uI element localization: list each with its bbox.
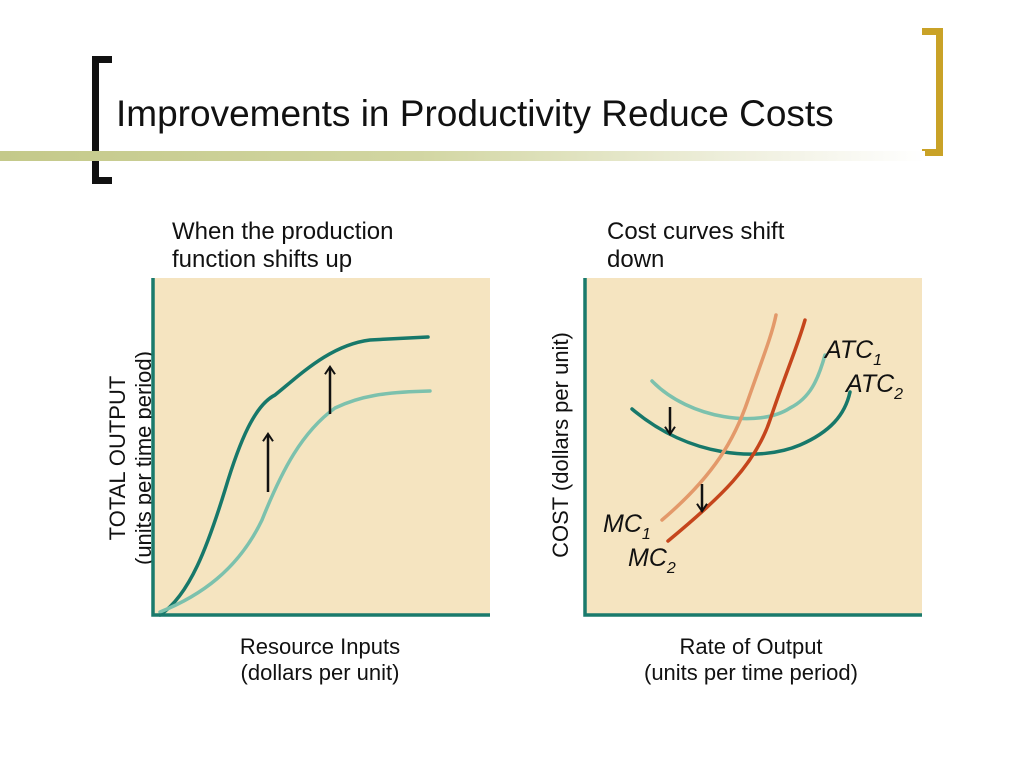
left-x-axis-line1: Resource Inputs xyxy=(239,634,401,659)
production-curve-original xyxy=(158,389,432,614)
right-x-axis-line1: Rate of Output xyxy=(679,634,823,659)
left-axes xyxy=(151,278,490,617)
right-bracket-decoration xyxy=(922,28,943,156)
left-heading-line2: function shifts up xyxy=(172,246,353,273)
atc2-curve xyxy=(630,390,852,456)
right-axes xyxy=(583,278,922,617)
right-plot-area xyxy=(585,278,922,615)
right-x-axis-line2: (units per time period) xyxy=(644,660,858,685)
atc1-label: ATC1 xyxy=(823,336,882,369)
left-x-axis-title: Resource Inputs (dollars per unit) xyxy=(170,634,470,686)
left-x-axis-line2: (dollars per unit) xyxy=(240,660,400,685)
production-curve-shifted-up xyxy=(158,335,430,617)
right-x-axis-title: Rate of Output (units per time period) xyxy=(601,634,901,686)
mc2-label: MC2 xyxy=(628,544,676,577)
mc1-label: MC1 xyxy=(603,510,651,543)
left-bracket-decoration xyxy=(92,56,112,184)
left-plot-area xyxy=(153,278,490,615)
right-panel-heading: Cost curves shift down xyxy=(607,218,784,274)
atc1-curve xyxy=(650,353,827,421)
left-panel-heading: When the production function shifts up xyxy=(172,218,393,274)
right-heading-line2: down xyxy=(607,246,665,273)
slide-title: Improvements in Productivity Reduce Cost… xyxy=(116,93,834,134)
mc1-curve xyxy=(660,313,778,522)
atc2-label: ATC2 xyxy=(844,370,903,403)
left-heading-line1: When the production xyxy=(172,218,394,245)
right-heading-line1: Cost curves shift xyxy=(607,218,785,245)
title-underline-bar xyxy=(0,151,925,161)
